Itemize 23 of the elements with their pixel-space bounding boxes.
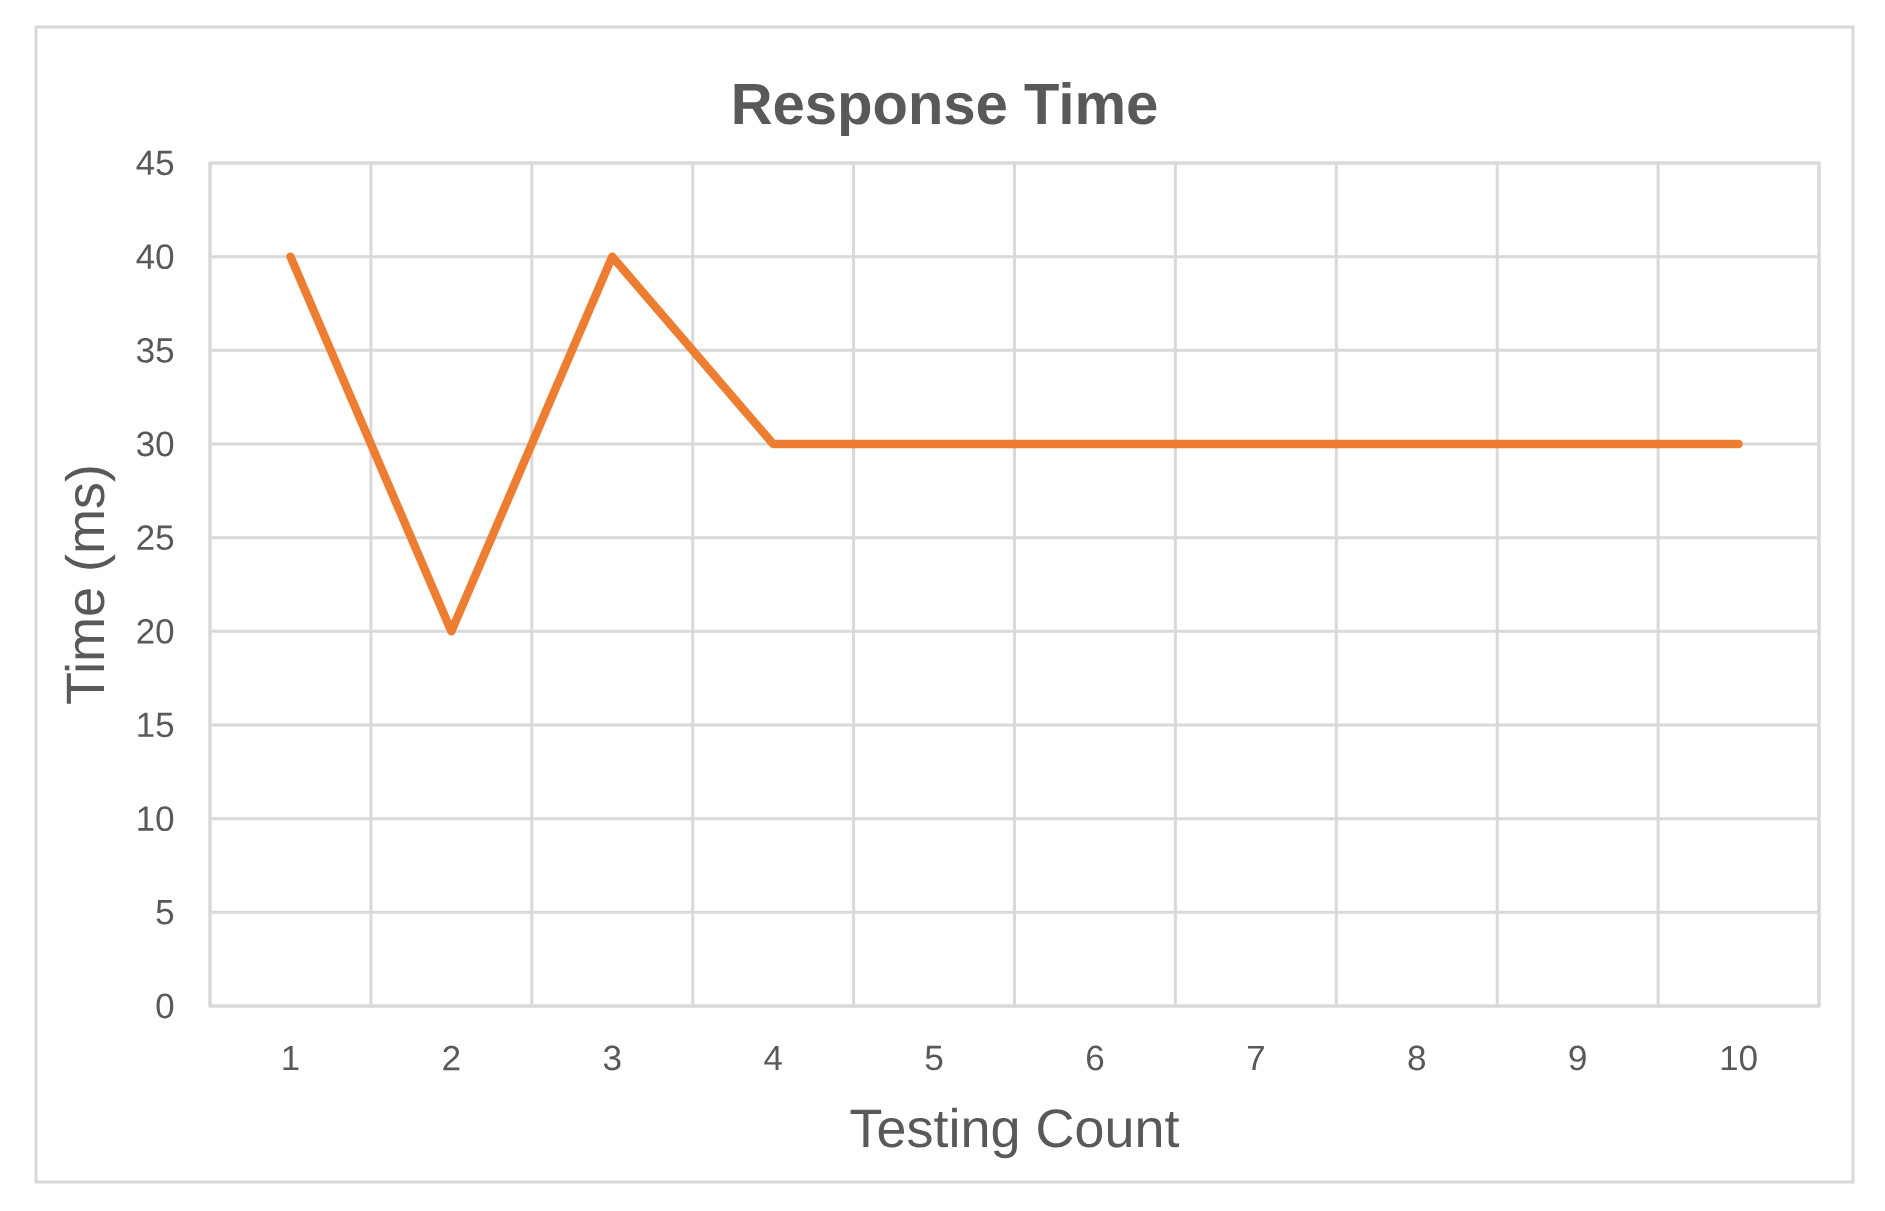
y-tick-label: 35	[137, 337, 174, 363]
x-tick-label: 7	[1247, 1045, 1264, 1071]
y-tick-label: 40	[136, 244, 174, 270]
x-tick-label: 1	[283, 1045, 299, 1071]
y-tick-label: 25	[137, 525, 174, 551]
x-tick-label: 10	[1721, 1045, 1757, 1071]
y-tick-label: 15	[138, 712, 174, 738]
x-tick-label: 2	[443, 1045, 460, 1071]
x-tick-label: 3	[603, 1045, 621, 1071]
x-tick-label: 9	[1569, 1045, 1586, 1071]
y-axis-title: Time (ms)	[64, 467, 116, 704]
y-tick-label: 0	[156, 993, 174, 1019]
y-tick-label: 30	[137, 431, 174, 457]
x-tick-label: 5	[925, 1045, 943, 1071]
x-tick-label: 8	[1408, 1045, 1425, 1071]
y-tick-label: 20	[137, 618, 174, 644]
y-tick-label: 10	[138, 806, 174, 832]
x-axis-title: Testing Count	[850, 1107, 1180, 1159]
y-tick-label: 5	[156, 900, 174, 925]
y-tick-label: 45	[136, 150, 174, 176]
chart-title: Response Time	[734, 81, 1157, 137]
x-tick-label: 4	[764, 1045, 782, 1071]
x-tick-label: 6	[1087, 1045, 1104, 1071]
